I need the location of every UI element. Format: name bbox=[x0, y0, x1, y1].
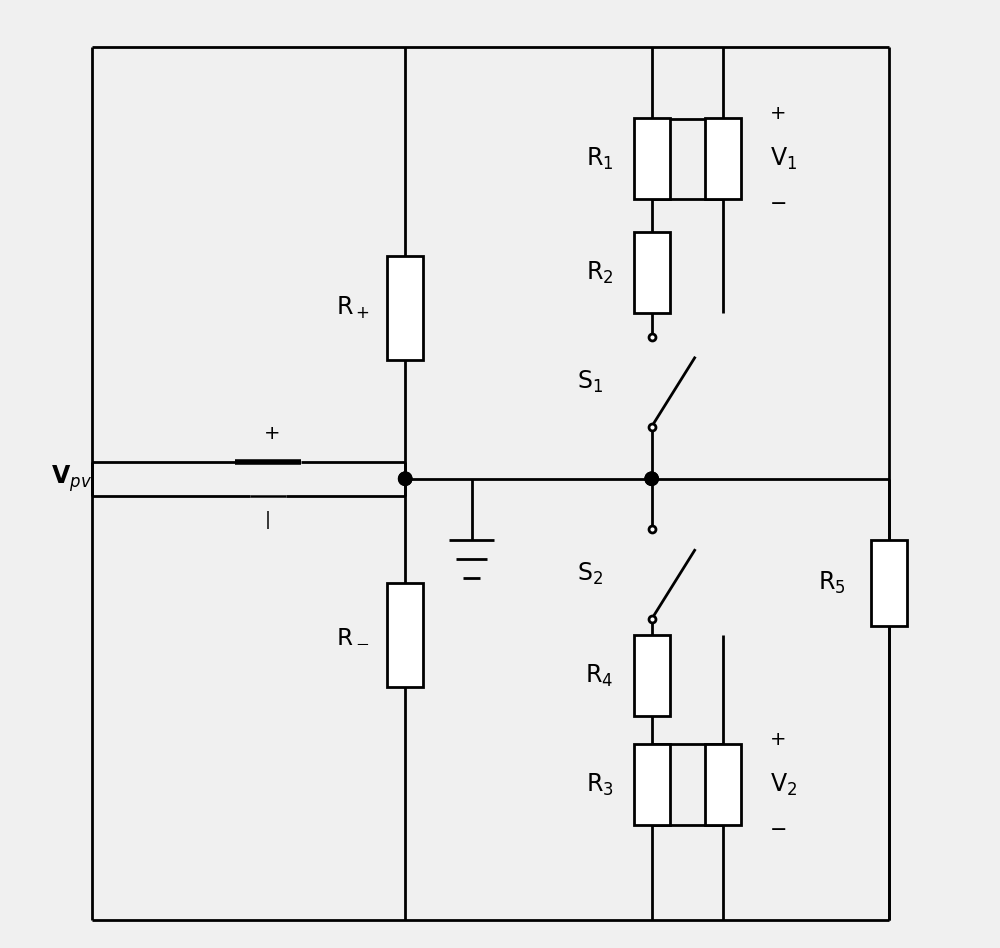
Bar bbox=[634, 744, 670, 825]
Text: V$_2$: V$_2$ bbox=[770, 772, 797, 797]
Text: R$_1$: R$_1$ bbox=[586, 146, 613, 172]
Text: +: + bbox=[264, 424, 281, 443]
Bar bbox=[705, 744, 741, 825]
Circle shape bbox=[399, 472, 412, 485]
Text: R$_-$: R$_-$ bbox=[336, 623, 370, 647]
Bar bbox=[705, 118, 741, 199]
Text: R$_+$: R$_+$ bbox=[336, 295, 370, 321]
Text: +: + bbox=[770, 730, 787, 749]
Bar bbox=[634, 635, 670, 716]
Text: −: − bbox=[770, 193, 788, 214]
Bar bbox=[634, 232, 670, 313]
Text: +: + bbox=[770, 104, 787, 123]
Bar bbox=[634, 118, 670, 199]
Text: R$_2$: R$_2$ bbox=[586, 260, 613, 285]
Text: R$_4$: R$_4$ bbox=[585, 663, 614, 688]
Text: −: − bbox=[770, 819, 788, 840]
Bar bbox=[871, 540, 907, 626]
Text: R$_3$: R$_3$ bbox=[586, 772, 613, 797]
Text: S$_1$: S$_1$ bbox=[577, 369, 603, 394]
Circle shape bbox=[645, 472, 658, 485]
Text: V$_1$: V$_1$ bbox=[770, 146, 797, 172]
Text: |: | bbox=[265, 511, 271, 528]
Bar bbox=[387, 256, 423, 360]
Text: S$_2$: S$_2$ bbox=[577, 561, 603, 587]
Text: R$_5$: R$_5$ bbox=[818, 570, 846, 596]
Circle shape bbox=[645, 472, 658, 485]
Text: V$_{pv}$: V$_{pv}$ bbox=[51, 464, 92, 494]
Circle shape bbox=[399, 472, 412, 485]
Bar bbox=[387, 583, 423, 687]
